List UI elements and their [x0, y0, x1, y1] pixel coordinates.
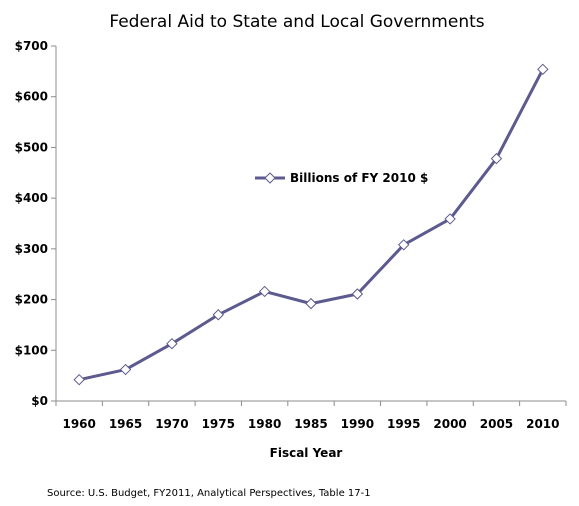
x-tick-label: 1990 — [341, 417, 374, 431]
x-tick-label: 2005 — [480, 417, 513, 431]
data-point-marker — [119, 363, 132, 376]
data-point-marker — [537, 63, 549, 76]
x-tick-label: 2000 — [433, 417, 466, 431]
y-tick-label: $200 — [15, 293, 48, 307]
source-note: Source: U.S. Budget, FY2011, Analytical … — [47, 488, 371, 499]
x-tick-label: 1985 — [294, 417, 327, 431]
x-tick-label: 1970 — [155, 417, 188, 431]
series-markers — [73, 63, 549, 386]
y-tick-label: $400 — [15, 191, 48, 205]
y-tick-label: $100 — [15, 343, 48, 357]
x-axis-ticks: 1960 1965 1970 1975 1980 1985 1990 1995 2000 2005… — [55, 401, 567, 431]
data-point-marker — [398, 239, 410, 251]
legend-marker — [264, 172, 276, 184]
x-tick-label: 1965 — [109, 417, 142, 431]
data-point-marker — [305, 297, 317, 310]
y-tick-label: $700 — [15, 39, 48, 53]
data-point-marker — [444, 213, 456, 225]
y-tick-label: $500 — [15, 140, 48, 154]
data-point-marker — [166, 337, 178, 350]
data-point-marker — [258, 285, 271, 298]
x-tick-label: 2010 — [526, 417, 559, 431]
y-tick-label: $600 — [15, 90, 48, 104]
legend: Billions of FY 2010 $ — [255, 171, 428, 185]
x-tick-label: 1980 — [248, 417, 281, 431]
x-tick-label: 1975 — [202, 417, 235, 431]
data-point-marker — [73, 373, 85, 386]
data-point-marker — [351, 288, 364, 300]
y-tick-label: $300 — [15, 242, 48, 256]
data-point-marker — [490, 152, 503, 165]
legend-label: Billions of FY 2010 $ — [290, 171, 428, 185]
y-tick-label: $0 — [31, 394, 48, 408]
chart-title: Federal Aid to State and Local Governmen… — [109, 12, 484, 32]
x-axis-label: Fiscal Year — [270, 446, 343, 460]
x-tick-label: 1995 — [387, 417, 420, 431]
series-line — [77, 67, 545, 382]
x-tick-label: 1960 — [62, 417, 95, 431]
y-axis-ticks: $0 $100 $200 $300 $400 $500 $600 $700 — [15, 39, 56, 408]
data-point-marker — [212, 309, 224, 321]
